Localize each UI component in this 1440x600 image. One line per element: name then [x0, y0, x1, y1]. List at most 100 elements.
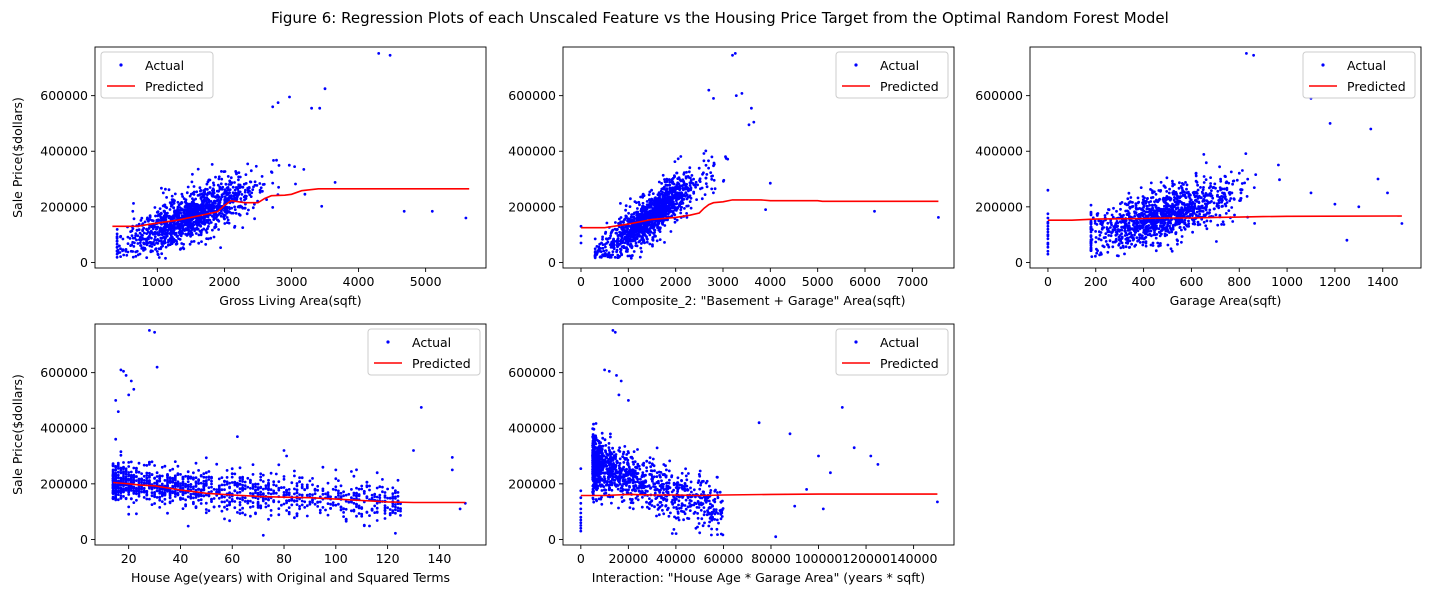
actual-point — [1161, 228, 1165, 231]
actual-point — [181, 486, 185, 490]
actual-point — [150, 503, 154, 506]
x-tick-label: 4000 — [343, 274, 375, 289]
actual-point — [629, 240, 633, 243]
actual-point — [194, 485, 198, 488]
actual-point — [1128, 205, 1132, 209]
actual-point — [1195, 200, 1199, 203]
actual-point — [626, 219, 629, 223]
actual-point — [208, 203, 212, 207]
actual-point — [189, 485, 193, 489]
actual-point — [632, 229, 636, 233]
actual-point — [232, 194, 236, 198]
actual-point — [316, 505, 320, 508]
actual-point — [135, 466, 138, 470]
actual-point — [1222, 187, 1226, 191]
actual-point — [362, 489, 366, 493]
actual-point — [1106, 221, 1110, 225]
actual-point — [258, 188, 262, 192]
actual-point — [1136, 239, 1139, 243]
actual-point — [663, 224, 667, 227]
actual-point — [256, 497, 260, 501]
actual-point — [172, 206, 176, 210]
actual-point — [223, 191, 227, 195]
actual-point — [664, 214, 667, 218]
actual-point — [685, 197, 689, 201]
actual-point — [1094, 230, 1097, 233]
actual-point — [171, 484, 175, 488]
actual-point — [274, 484, 278, 488]
actual-point — [1117, 229, 1121, 232]
actual-point — [236, 485, 239, 488]
actual-point — [138, 236, 142, 239]
actual-point — [254, 482, 257, 486]
actual-point — [272, 491, 276, 495]
actual-point — [259, 475, 263, 479]
actual-point — [259, 478, 263, 482]
actual-point — [337, 494, 340, 497]
actual-point — [228, 503, 232, 507]
actual-point — [1144, 232, 1147, 236]
plot-frame — [562, 46, 955, 269]
actual-point — [619, 220, 623, 224]
actual-point — [246, 499, 250, 503]
actual-point — [261, 480, 265, 483]
chart-panel-1: 1000 2000 3000 4000 50000200000400000600000G… — [10, 46, 487, 308]
actual-point — [184, 474, 188, 478]
actual-point — [298, 507, 301, 511]
plot-frame — [94, 46, 487, 269]
actual-point — [220, 212, 224, 215]
actual-point — [196, 209, 200, 213]
actual-point — [215, 488, 219, 491]
actual-point — [249, 505, 252, 509]
actual-point — [155, 475, 159, 478]
actual-point — [272, 483, 276, 487]
actual-point — [193, 227, 197, 231]
actual-point — [1089, 242, 1093, 246]
legend-label-predicted: Predicted — [145, 79, 204, 94]
actual-point — [1204, 208, 1208, 212]
actual-point — [326, 513, 330, 517]
actual-point — [137, 485, 141, 488]
actual-point — [225, 482, 229, 486]
x-tick-label: 1000 — [1271, 274, 1303, 289]
actual-point — [241, 511, 245, 515]
actual-point — [171, 467, 175, 471]
actual-point — [606, 240, 610, 244]
actual-point — [161, 191, 165, 195]
actual-point — [1195, 190, 1198, 194]
actual-point — [159, 236, 163, 240]
actual-point — [1173, 193, 1177, 196]
actual-point — [703, 193, 707, 197]
actual-point — [1046, 227, 1050, 231]
actual-point — [638, 255, 642, 259]
actual-point — [251, 188, 255, 192]
actual-point — [216, 218, 220, 222]
actual-point — [136, 242, 140, 245]
actual-point — [1115, 230, 1119, 234]
actual-point — [375, 501, 379, 505]
actual-point — [178, 222, 182, 226]
actual-point — [189, 206, 193, 210]
actual-point — [1187, 224, 1191, 228]
actual-point — [151, 219, 155, 223]
actual-point — [1134, 204, 1138, 208]
actual-point — [601, 246, 605, 250]
actual-point — [209, 236, 213, 240]
actual-point — [653, 231, 656, 234]
actual-point — [640, 225, 644, 229]
actual-point — [118, 251, 122, 254]
actual-point — [251, 206, 255, 210]
actual-point — [259, 472, 263, 476]
actual-point — [256, 491, 260, 495]
actual-point — [675, 199, 678, 203]
actual-point — [648, 242, 652, 246]
actual-point — [710, 155, 714, 159]
actual-point — [712, 161, 716, 165]
actual-point — [1183, 193, 1187, 197]
actual-point — [329, 495, 332, 499]
actual-point — [360, 512, 364, 516]
actual-point — [141, 234, 144, 237]
actual-point — [189, 492, 193, 496]
actual-point — [632, 233, 636, 237]
